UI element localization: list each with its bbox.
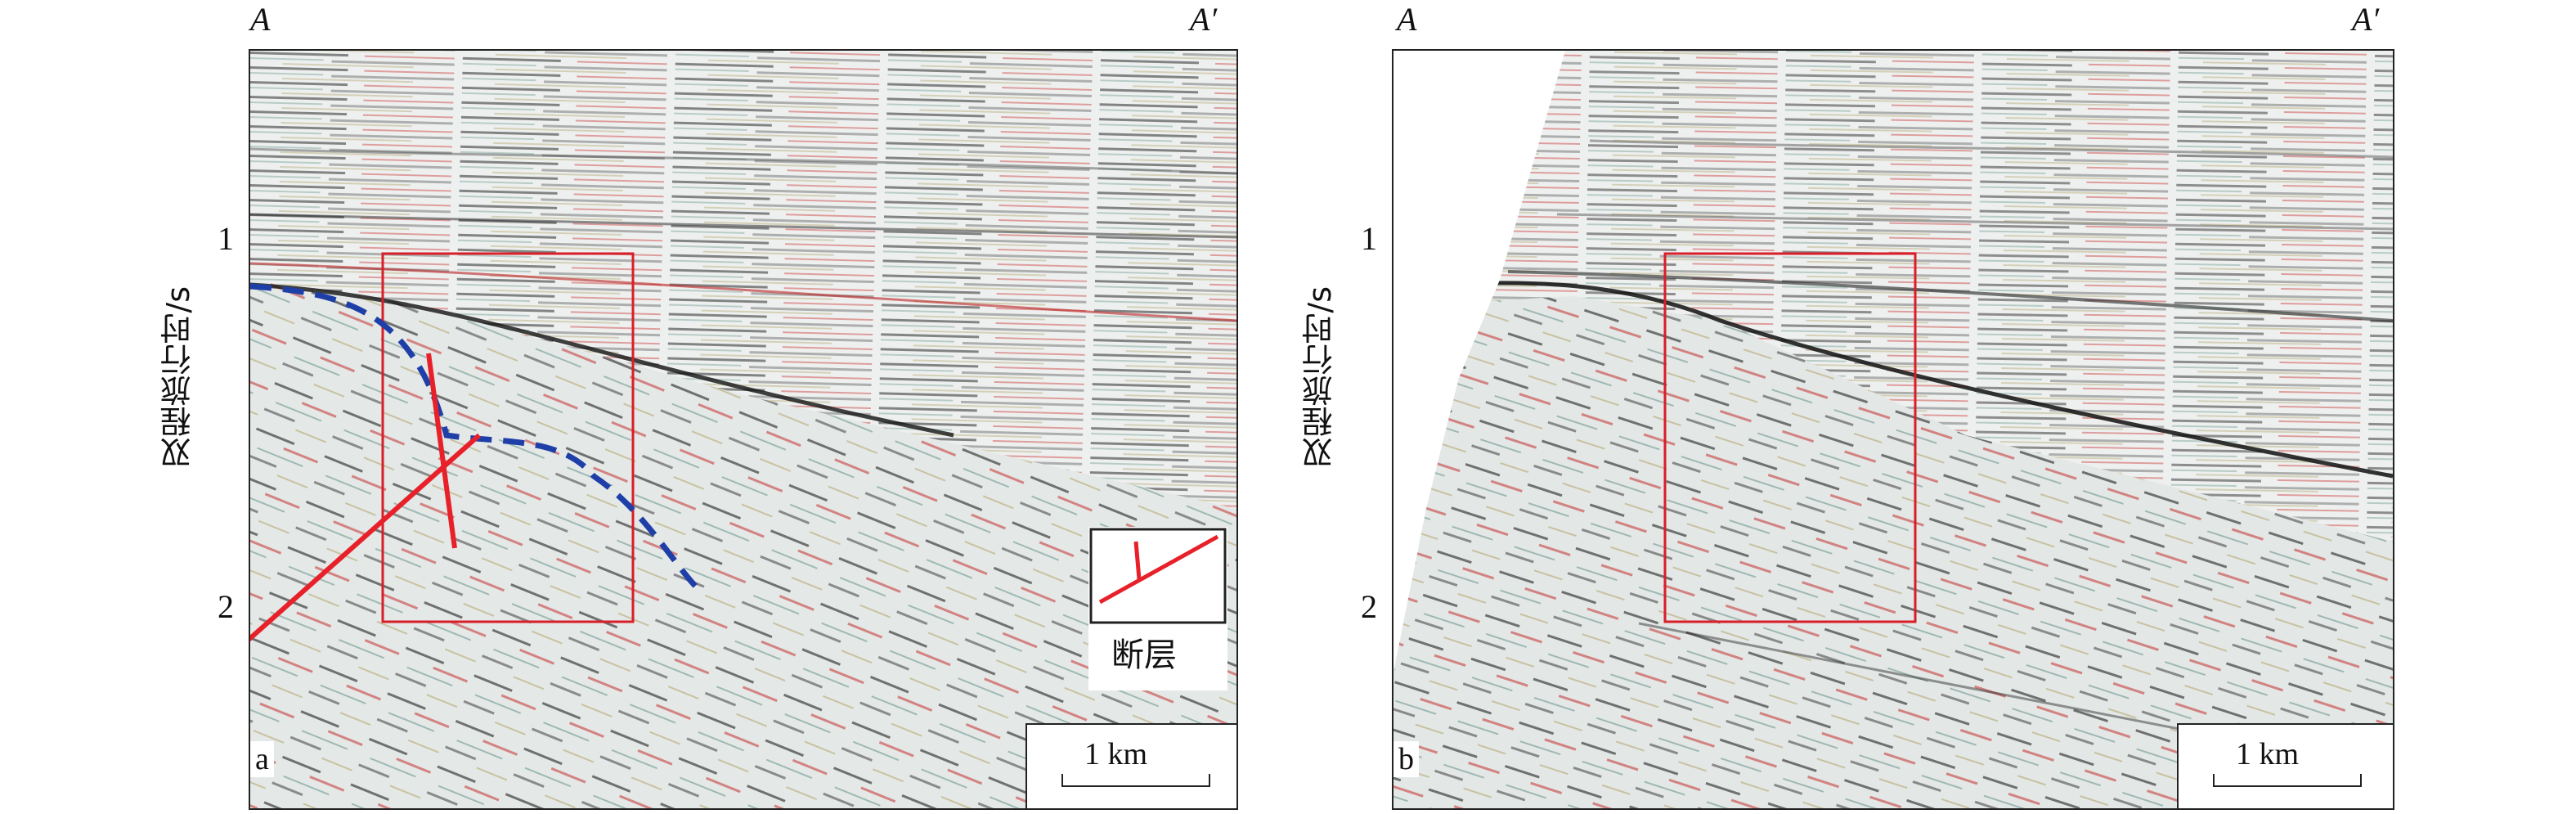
panel-a-fault-secondary — [426, 353, 457, 549]
panel-b-scale-bar: 1 km — [2177, 723, 2393, 808]
panel-a-zoom-box — [381, 252, 635, 623]
panel-a-fault-legend-label: 断层 — [1111, 636, 1177, 674]
panel-a-right-label: A′ — [1190, 1, 1218, 38]
panel-a-letter: a — [250, 741, 274, 777]
panel-a-y-tick-2: 2 — [218, 588, 234, 625]
panel-b-y-tick-1: 1 — [1361, 220, 1377, 257]
panel-b-scale-label: 1 km — [2236, 737, 2300, 771]
panel-b-seismic-section: b 1 km — [1392, 49, 2394, 810]
panel-a-fault-legend-box — [1089, 528, 1227, 624]
fault-legend-symbol-main — [1098, 534, 1219, 605]
panel-b-zoom-box — [1663, 252, 1917, 623]
fault-legend-symbol-branch — [1133, 541, 1142, 580]
panel-a-scale-bar: 1 km — [1025, 723, 1236, 808]
panel-a-seismic-section: 断层 a 1 km — [249, 49, 1238, 810]
panel-a-seismic-svg — [250, 51, 1236, 808]
panel-b-left-label: A — [1397, 1, 1417, 38]
panel-a-fault-main — [250, 433, 481, 642]
panel-a-y-tick-1: 1 — [218, 220, 234, 257]
panel-b-y-axis-label: 双程旅行时/s — [1302, 286, 1338, 469]
panel-a-scale-label: 1 km — [1084, 737, 1148, 771]
panel-a-fault-legend: 断层 — [1088, 527, 1227, 690]
panel-b-seismic-svg — [1393, 51, 2393, 808]
panel-a-y-axis-label: 双程旅行时/s — [160, 286, 196, 469]
panel-b-right-label: A′ — [2352, 1, 2380, 38]
panel-b-y-tick-2: 2 — [1361, 588, 1377, 625]
panel-b-letter: b — [1393, 741, 1419, 777]
panel-a-dashed-horizon — [250, 283, 699, 590]
panel-a-left-label: A — [250, 1, 271, 38]
